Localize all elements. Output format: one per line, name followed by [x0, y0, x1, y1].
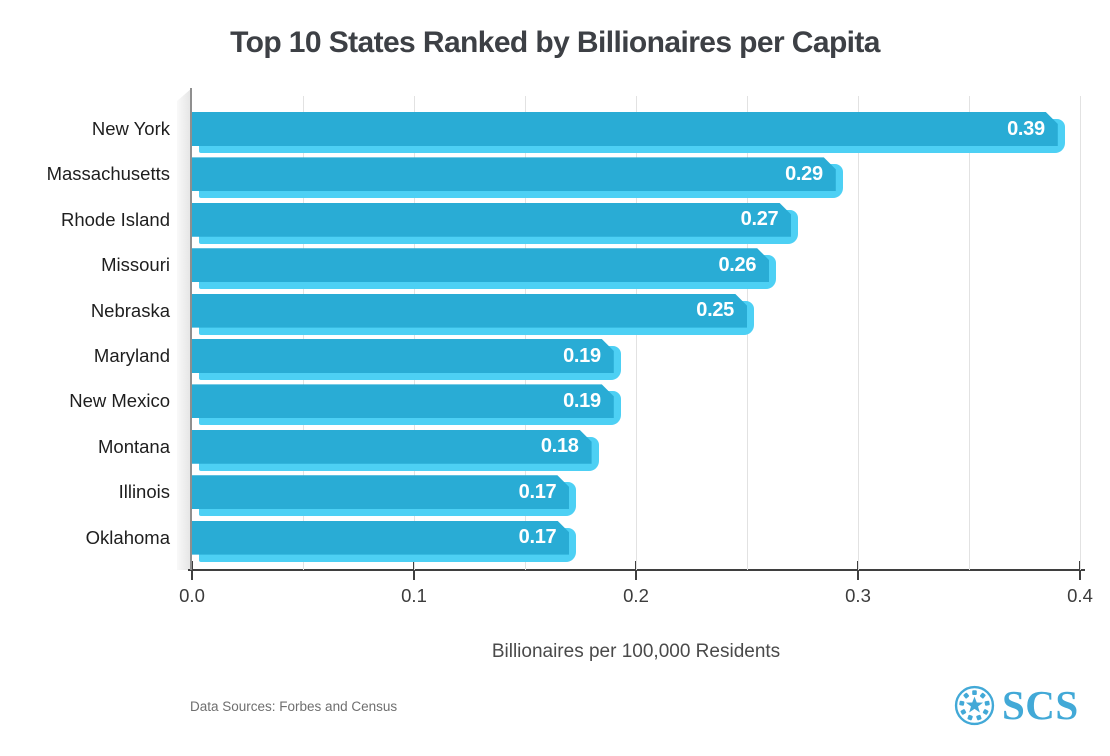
bar-value-label: 0.19	[563, 344, 601, 367]
bar-value-label: 0.25	[696, 299, 734, 322]
y-axis-label: Montana	[98, 435, 170, 457]
x-axis-tick-label: 0.1	[401, 585, 427, 606]
gridline	[858, 96, 859, 570]
y-axis-label: Missouri	[101, 254, 170, 276]
bar: 0.19	[192, 339, 614, 373]
bar-row: 0.19	[192, 339, 621, 380]
bar-row: 0.29	[192, 157, 843, 199]
bar-row: 0.39	[192, 112, 1065, 153]
bar-value-label: 0.18	[540, 435, 579, 458]
bar-row: 0.19	[192, 384, 621, 426]
plot-area: 0.39 0.29 0.27 0.26 0.25 0.19 0.19 0.18 0.17 0.17	[192, 88, 1081, 570]
bar-value-label: 0.26	[718, 253, 757, 276]
y-axis-label: Illinois	[118, 481, 170, 503]
y-axis-label: Nebraska	[90, 299, 170, 321]
x-axis-tick	[191, 561, 193, 580]
x-axis-title: Billionaires per 100,000 Residents	[491, 641, 781, 662]
bar-value-label: 0.19	[563, 389, 601, 412]
bar-row: 0.18	[192, 430, 599, 471]
x-axis-tick	[857, 561, 859, 580]
y-axis-label: New York	[91, 118, 170, 139]
bar-row: 0.27	[192, 203, 799, 244]
bar: 0.26	[192, 248, 769, 282]
bar-row: 0.26	[192, 248, 777, 290]
source-note: Data Sources: Forbes and Census	[190, 699, 398, 714]
star-chip-emblem-icon	[954, 685, 995, 725]
logo-text: SCS	[1002, 682, 1079, 728]
chart-title: Top 10 States Ranked by Billionaires per…	[230, 26, 880, 59]
bar: 0.27	[192, 203, 791, 237]
y-axis-label: Oklahoma	[85, 526, 170, 548]
x-axis-tick-label: 0.2	[623, 585, 649, 606]
x-axis-tick	[1079, 561, 1081, 580]
gridline	[969, 96, 970, 570]
x-axis-tick-label: 0.4	[1067, 585, 1093, 606]
bar-row: 0.25	[192, 294, 754, 335]
bar-value-label: 0.17	[518, 480, 557, 503]
y-axis-labels: New York Massachusetts Rhode Island Missour…	[0, 88, 170, 570]
bar: 0.18	[192, 430, 592, 464]
bar: 0.29	[192, 157, 836, 191]
bar: 0.17	[192, 521, 569, 555]
bar-row: 0.17	[192, 475, 577, 517]
bar-value-label: 0.39	[1007, 117, 1045, 140]
logo: SCS	[954, 683, 1079, 727]
y-axis-label: Rhode Island	[60, 208, 170, 230]
y-axis-label: New Mexico	[69, 390, 170, 412]
bar-row: 0.17	[192, 521, 577, 562]
bar-value-label: 0.27	[740, 208, 779, 231]
y-axis-label: Massachusetts	[46, 163, 170, 185]
bar-value-label: 0.17	[518, 526, 557, 549]
x-axis-tick	[635, 561, 637, 580]
gridline	[1080, 96, 1081, 570]
y-axis-line	[190, 88, 192, 570]
bar-value-label: 0.29	[785, 162, 823, 185]
y-axis-wall	[177, 88, 192, 570]
y-axis-label: Maryland	[93, 345, 170, 366]
x-axis-tick-label: 0.0	[179, 585, 205, 606]
x-axis-tick	[413, 561, 415, 580]
bar: 0.25	[192, 294, 747, 328]
bar: 0.19	[192, 384, 614, 418]
x-axis-tick-label: 0.3	[845, 585, 871, 606]
bar: 0.39	[192, 112, 1058, 146]
bar: 0.17	[192, 475, 569, 509]
